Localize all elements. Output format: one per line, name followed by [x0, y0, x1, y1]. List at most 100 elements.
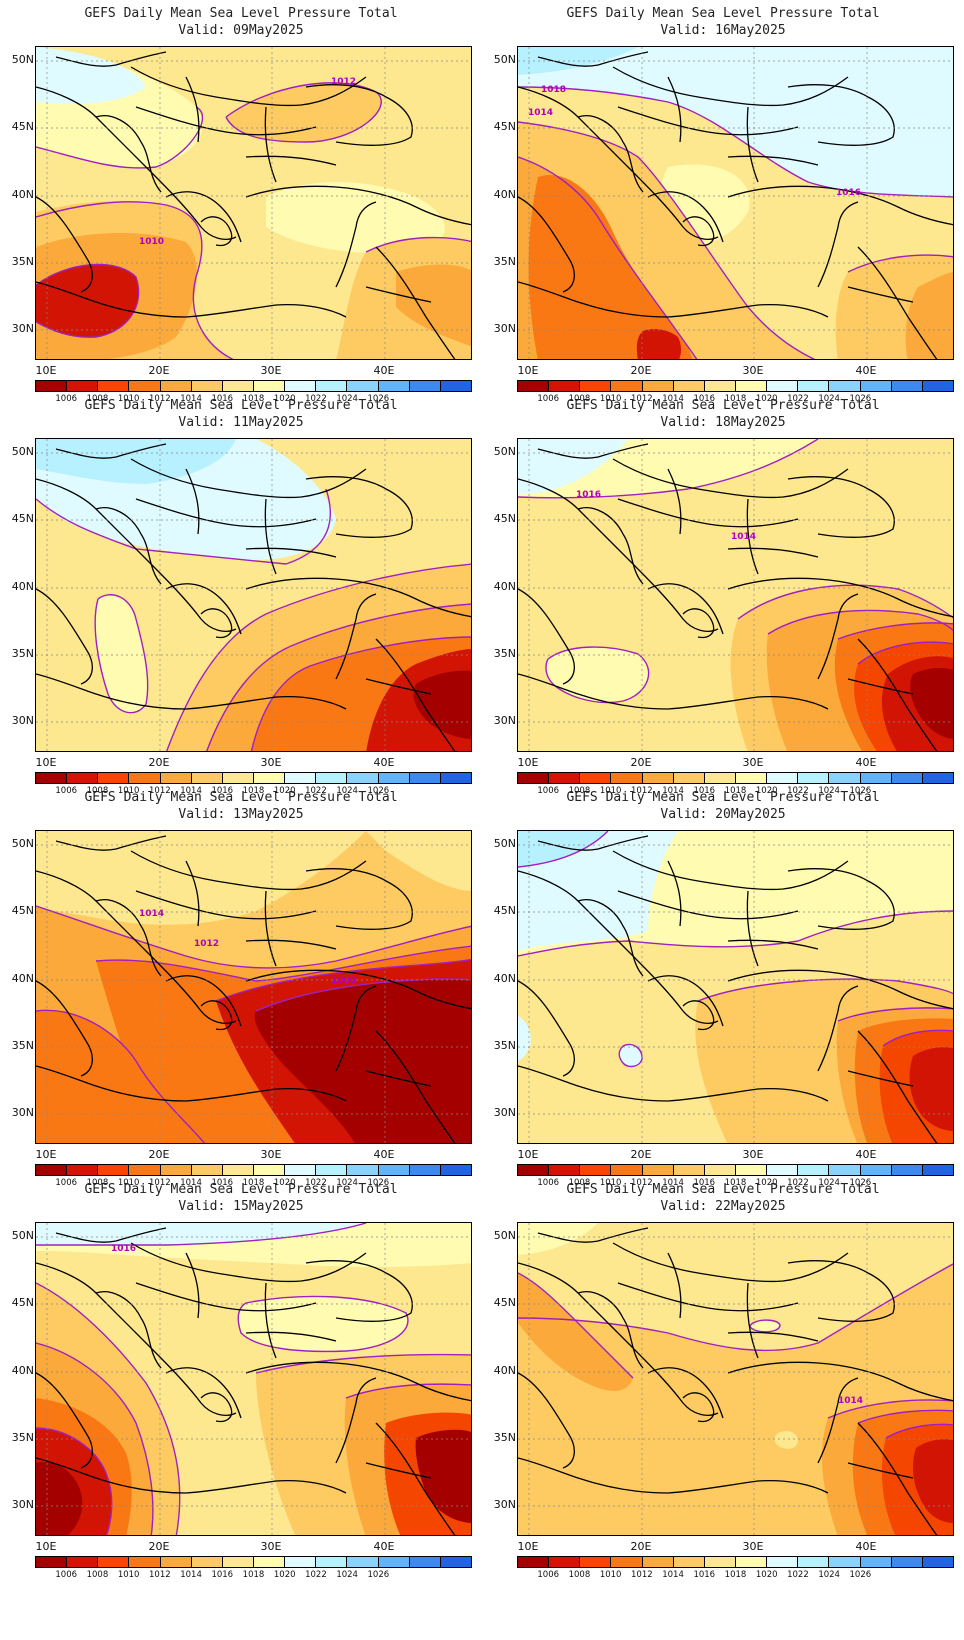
- pressure-region: [910, 668, 953, 739]
- colorbar-label: 1024: [336, 1178, 358, 1188]
- pressure-map: 1014 1012 1008: [35, 830, 472, 1144]
- colorbar-swatch: [673, 1165, 705, 1175]
- coastline: [55, 835, 167, 851]
- isobar-line: [837, 622, 953, 640]
- longitude-label: 20E: [630, 364, 652, 377]
- colorbar-swatch: [549, 1557, 581, 1567]
- colorbar-swatch: [580, 1557, 612, 1567]
- coastline: [518, 478, 719, 632]
- colorbar-label: 1022: [787, 1570, 809, 1580]
- latitude-label: 35N: [493, 1039, 516, 1052]
- colorbar-label: 1008: [86, 394, 109, 404]
- colorbar-label: 1010: [117, 1570, 140, 1580]
- coastline: [375, 246, 456, 359]
- coastline: [375, 638, 456, 751]
- isobar-line: [518, 156, 698, 359]
- coastline: [537, 443, 649, 459]
- colorbar-swatch: [922, 381, 953, 391]
- coastline: [577, 507, 644, 585]
- latitude-label: 30N: [493, 714, 516, 727]
- isobar-line: [36, 106, 203, 169]
- colorbar: [35, 1164, 472, 1176]
- isobar-label: 1008: [331, 976, 356, 986]
- colorbar-label: 1016: [211, 1178, 234, 1188]
- coastline: [577, 115, 644, 193]
- colorbar-swatch: [891, 1557, 923, 1567]
- colorbar-label: 1006: [55, 394, 78, 404]
- colorbar-label: 1006: [55, 1570, 78, 1580]
- isobar-label: 1012: [331, 77, 356, 87]
- colorbar-swatch: [222, 1165, 254, 1175]
- colorbar-swatch: [518, 1557, 550, 1567]
- colorbar-swatch: [767, 773, 799, 783]
- latitude-label: 30N: [11, 1106, 34, 1119]
- isobar-line: [255, 1353, 471, 1374]
- pressure-region: [518, 1223, 598, 1255]
- longitude-label: 40E: [855, 756, 877, 769]
- colorbar-swatch: [860, 1165, 892, 1175]
- colorbar-swatch: [98, 1557, 130, 1567]
- colorbar: [35, 772, 472, 784]
- colorbar-swatch: [191, 773, 223, 783]
- pressure-map: 1018 1014 1016: [517, 46, 954, 360]
- colorbar-swatch: [98, 381, 130, 391]
- colorbar-label: 1020: [755, 394, 778, 404]
- colorbar-label: 1016: [211, 1570, 234, 1580]
- latitude-label: 30N: [11, 714, 34, 727]
- pressure-region: [619, 1044, 643, 1067]
- colorbar-label: 1020: [273, 1178, 296, 1188]
- colorbar-label: 1022: [787, 394, 809, 404]
- colorbar-label: 1014: [662, 786, 684, 796]
- longitude-label: 30E: [260, 364, 282, 377]
- coastline: [537, 1227, 649, 1243]
- coastline: [245, 155, 337, 166]
- longitude-label: 40E: [373, 364, 395, 377]
- colorbar-swatch: [316, 773, 348, 783]
- map-canvas: 1018 1014 1016: [518, 47, 953, 359]
- pressure-region: [528, 175, 693, 359]
- coastline: [55, 51, 167, 67]
- coastline: [335, 985, 377, 1072]
- colorbar-label: 1022: [305, 1178, 327, 1188]
- colorbar-label: 1010: [599, 786, 622, 796]
- colorbar-swatch: [891, 773, 923, 783]
- colorbar-swatch: [129, 381, 161, 391]
- colorbar-swatch: [642, 1165, 674, 1175]
- colorbar-label: 1008: [568, 786, 591, 796]
- isobar-label: 1014: [528, 108, 553, 118]
- colorbar-swatch: [518, 381, 550, 391]
- colorbar-label: 1024: [818, 1178, 840, 1188]
- colorbar-label: 1022: [305, 786, 327, 796]
- map-panel: GEFS Daily Mean Sea Level Pressure Total…: [482, 0, 964, 410]
- longitude-label: 30E: [742, 756, 764, 769]
- colorbar-label: 1018: [724, 1178, 747, 1188]
- colorbar-swatch: [860, 1557, 892, 1567]
- colorbar-swatch: [409, 381, 441, 391]
- colorbar-label: 1016: [693, 786, 716, 796]
- colorbar-swatch: [860, 381, 892, 391]
- map-canvas: 1014 1012 1008: [36, 831, 471, 1143]
- coastline: [36, 1457, 347, 1494]
- colorbar-swatch: [829, 1557, 861, 1567]
- coastline: [185, 468, 200, 535]
- colorbar: [517, 772, 954, 784]
- coastline: [787, 476, 895, 538]
- isobar-line: [618, 1043, 643, 1068]
- colorbar-swatch: [611, 381, 643, 391]
- colorbar-label: 1022: [305, 1570, 327, 1580]
- colorbar-label: 1008: [86, 786, 109, 796]
- isobar-label: 1016: [836, 188, 861, 198]
- colorbar-label: 1020: [755, 1570, 778, 1580]
- pressure-region: [518, 1223, 633, 1391]
- coastline: [727, 939, 819, 950]
- coastline: [617, 890, 799, 920]
- latitude-label: 40N: [493, 972, 516, 985]
- colorbar-label: 1026: [367, 394, 390, 404]
- colorbar-swatch: [642, 381, 674, 391]
- longitude-label: 20E: [630, 1540, 652, 1553]
- colorbar-swatch: [829, 1165, 861, 1175]
- colorbar-label: 1026: [849, 394, 872, 404]
- coastline: [518, 1457, 829, 1494]
- coastline: [612, 1242, 849, 1283]
- colorbar-label: 1024: [336, 394, 358, 404]
